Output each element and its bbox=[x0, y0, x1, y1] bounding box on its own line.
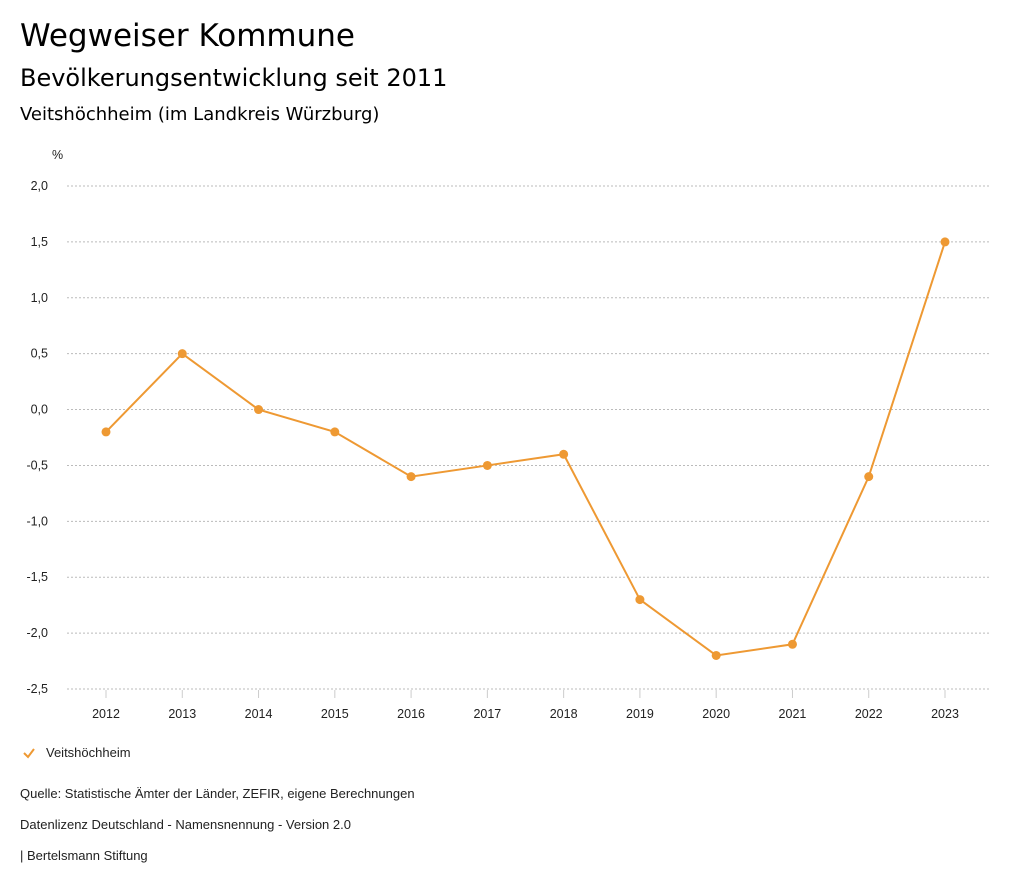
y-tick-label: 0,0 bbox=[31, 403, 48, 417]
license-note: Datenlizenz Deutschland - Namensnennung … bbox=[20, 817, 351, 832]
data-point bbox=[559, 449, 569, 459]
chart-subtitle: Bevölkerungsentwicklung seit 2011 bbox=[20, 64, 448, 92]
x-tick-label: 2020 bbox=[702, 707, 730, 721]
x-tick-label: 2012 bbox=[92, 707, 120, 721]
data-point bbox=[787, 639, 797, 649]
x-tick-label: 2015 bbox=[321, 707, 349, 721]
legend-label: Veitshöchheim bbox=[46, 745, 131, 760]
y-tick-label: -2,0 bbox=[26, 626, 48, 640]
y-tick-label: 2,0 bbox=[31, 179, 48, 193]
x-tick-label: 2023 bbox=[931, 707, 959, 721]
y-axis-unit: % bbox=[52, 148, 63, 162]
legend-item[interactable]: Veitshöchheim bbox=[22, 745, 131, 760]
y-tick-label: 1,0 bbox=[31, 291, 48, 305]
y-tick-label: -1,5 bbox=[26, 570, 48, 584]
page-title: Wegweiser Kommune bbox=[20, 18, 355, 54]
y-tick-label: 1,5 bbox=[31, 235, 48, 249]
y-tick-label: -0,5 bbox=[26, 458, 48, 472]
publisher-note: | Bertelsmann Stiftung bbox=[20, 848, 148, 863]
data-point bbox=[330, 427, 340, 437]
x-tick-label: 2013 bbox=[168, 707, 196, 721]
x-tick-label: 2017 bbox=[473, 707, 501, 721]
series-line bbox=[105, 241, 946, 657]
x-tick-label: 2018 bbox=[550, 707, 578, 721]
x-tick-label: 2016 bbox=[397, 707, 425, 721]
region-label: Veitshöchheim (im Landkreis Würzburg) bbox=[20, 104, 380, 125]
data-point bbox=[711, 650, 721, 660]
data-point bbox=[864, 472, 874, 482]
x-tick-label: 2019 bbox=[626, 707, 654, 721]
data-point bbox=[482, 460, 492, 470]
x-tick-label: 2022 bbox=[855, 707, 883, 721]
y-tick-label: -1,0 bbox=[26, 514, 48, 528]
data-point bbox=[635, 595, 645, 605]
y-tick-label: 0,5 bbox=[31, 347, 48, 361]
data-point bbox=[940, 237, 950, 247]
line-chart: % 2,0 1,5 1,0 0,5 0,0 -0,5 -1,0 -1,5 -2,0 -2,5 2012… bbox=[26, 148, 990, 721]
check-icon bbox=[23, 747, 35, 759]
x-tick-label: 2021 bbox=[779, 707, 807, 721]
data-point bbox=[254, 405, 264, 415]
y-tick-label: -2,5 bbox=[26, 682, 48, 696]
x-tick-label: 2014 bbox=[245, 707, 273, 721]
source-note: Quelle: Statistische Ämter der Länder, Z… bbox=[20, 786, 415, 801]
data-point bbox=[101, 427, 111, 437]
data-point bbox=[177, 349, 187, 359]
data-point bbox=[406, 472, 416, 482]
